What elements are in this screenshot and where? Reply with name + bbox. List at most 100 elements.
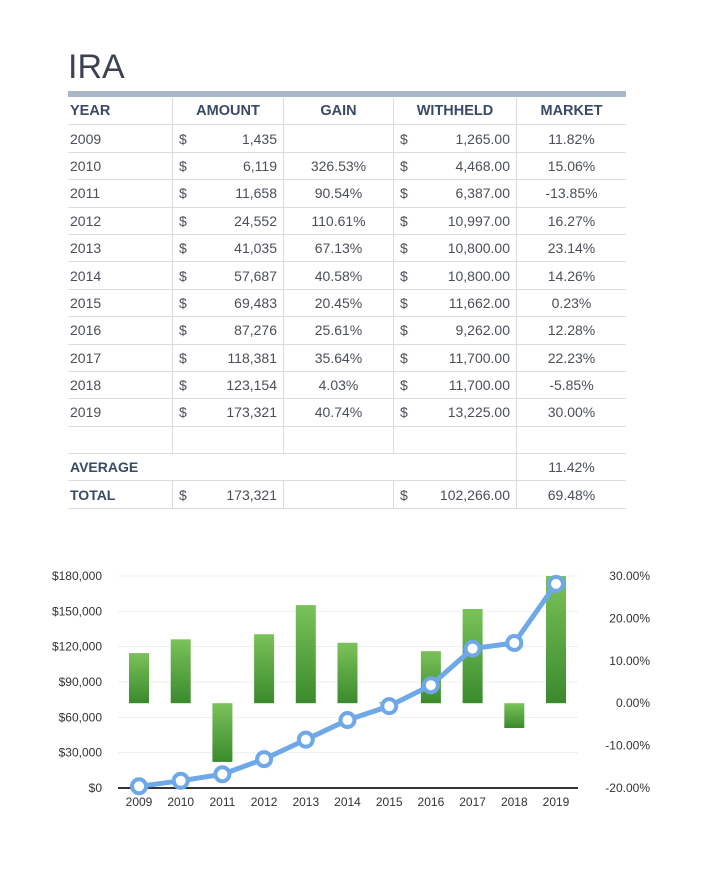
market-cell: 15.06% <box>516 152 626 181</box>
x-tick-label: 2009 <box>126 795 153 809</box>
year-cell: 2018 <box>68 371 173 400</box>
year-cell: 2013 <box>68 234 173 263</box>
value: 173,321 <box>226 486 277 503</box>
gain-cell: 67.13% <box>283 234 394 263</box>
year-cell: 2011 <box>68 179 173 208</box>
value: 102,266.00 <box>439 486 510 503</box>
amount-cell: $69,483 <box>172 289 284 318</box>
x-tick-label: 2012 <box>251 795 278 809</box>
market-cell: 12.28% <box>516 316 626 345</box>
total-label: TOTAL <box>68 480 173 509</box>
value: 10,800.00 <box>447 240 510 257</box>
left-tick-label: $180,000 <box>52 569 102 583</box>
total-withheld: $102,266.00 <box>393 480 517 509</box>
gain-cell: 90.54% <box>283 179 394 208</box>
col-gain: GAIN <box>283 98 394 126</box>
col-year: YEAR <box>68 98 173 126</box>
table-row: 2018 $123,154 4.03% $11,700.00 -5.85% <box>68 371 626 400</box>
table-row: 2012 $24,552 110.61% $10,997.00 16.27% <box>68 207 626 235</box>
currency-symbol: $ <box>400 349 408 366</box>
value: 10,800.00 <box>447 267 510 284</box>
market-bar <box>295 605 316 704</box>
left-tick-label: $0 <box>89 781 103 795</box>
currency-symbol: $ <box>400 294 408 311</box>
x-tick-label: 2014 <box>334 795 361 809</box>
table-row: 2016 $87,276 25.61% $9,262.00 12.28% <box>68 316 626 345</box>
amount-cell: $57,687 <box>172 261 284 290</box>
title-rule <box>68 91 626 97</box>
year-cell: 2015 <box>68 289 173 318</box>
left-tick-label: $150,000 <box>52 604 102 618</box>
withheld-cell: $11,662.00 <box>393 289 517 318</box>
market-cell: 22.23% <box>516 344 626 372</box>
currency-symbol: $ <box>179 130 187 147</box>
currency-symbol: $ <box>179 486 187 503</box>
value: 13,225.00 <box>447 404 510 421</box>
year-cell: 2017 <box>68 344 173 372</box>
gain-cell: 110.61% <box>283 207 394 235</box>
gain-cell: 35.64% <box>283 344 394 372</box>
value: 123,154 <box>226 377 277 394</box>
value: 11,662.00 <box>448 294 510 311</box>
withheld-cell: $10,800.00 <box>393 261 517 290</box>
right-tick-label: -10.00% <box>605 739 650 753</box>
gain-cell: 25.61% <box>283 316 394 345</box>
right-tick-label: 20.00% <box>609 611 650 625</box>
amount-cell: $6,119 <box>172 152 284 181</box>
average-market: 11.42% <box>516 453 626 482</box>
currency-symbol: $ <box>400 212 408 229</box>
market-cell: -5.85% <box>516 371 626 400</box>
value: 11,700.00 <box>448 349 510 366</box>
col-withheld: WITHHELD <box>393 98 517 126</box>
market-bar <box>254 634 275 704</box>
table-row: 2010 $6,119 326.53% $4,468.00 15.06% <box>68 152 626 181</box>
gain-cell <box>283 124 394 153</box>
market-cell: 0.23% <box>516 289 626 318</box>
x-tick-label: 2011 <box>209 795 235 809</box>
market-cell: 16.27% <box>516 207 626 235</box>
value: 57,687 <box>234 267 277 284</box>
blank-row <box>68 426 626 455</box>
year-cell: 2019 <box>68 398 173 427</box>
year-cell: 2010 <box>68 152 173 181</box>
total-amount: $173,321 <box>172 480 284 509</box>
value: 9,262.00 <box>455 322 511 339</box>
amount-cell: $118,381 <box>172 344 284 372</box>
value: 10,997.00 <box>447 212 510 229</box>
value: 87,276 <box>234 322 277 339</box>
amount-point <box>213 765 232 784</box>
amount-point <box>130 777 148 796</box>
market-bar <box>129 653 149 704</box>
currency-symbol: $ <box>400 486 408 503</box>
amount-point <box>338 711 357 730</box>
table-row: 2009 $1,435 $1,265.00 11.82% <box>68 124 626 153</box>
x-tick-label: 2016 <box>418 795 445 809</box>
value: 6,387.00 <box>455 185 511 202</box>
currency-symbol: $ <box>400 240 408 257</box>
market-bar <box>504 703 525 729</box>
currency-symbol: $ <box>400 185 408 202</box>
withheld-cell: $10,997.00 <box>393 207 517 235</box>
page-title: IRA <box>68 48 125 86</box>
withheld-cell: $9,262.00 <box>393 316 517 345</box>
currency-symbol: $ <box>179 157 187 174</box>
average-label: AVERAGE <box>68 453 173 482</box>
withheld-cell: $4,468.00 <box>393 152 517 181</box>
amount-point <box>171 771 190 790</box>
market-cell: 30.00% <box>516 398 626 427</box>
currency-symbol: $ <box>179 212 187 229</box>
ira-table: YEAR AMOUNT GAIN WITHHELD MARKET 2009 $1… <box>68 98 626 509</box>
currency-symbol: $ <box>179 322 187 339</box>
total-row: TOTAL $173,321 $102,266.00 69.48% <box>68 480 626 509</box>
withheld-cell: $13,225.00 <box>393 398 517 427</box>
left-tick-label: $60,000 <box>59 710 103 724</box>
year-cell: 2014 <box>68 261 173 290</box>
withheld-cell: $10,800.00 <box>393 234 517 263</box>
gain-cell: 40.58% <box>283 261 394 290</box>
right-tick-label: 0.00% <box>616 696 650 710</box>
table-row: 2014 $57,687 40.58% $10,800.00 14.26% <box>68 261 626 290</box>
currency-symbol: $ <box>400 322 408 339</box>
x-tick-label: 2018 <box>501 795 528 809</box>
amount-cell: $11,658 <box>172 179 284 208</box>
currency-symbol: $ <box>179 349 187 366</box>
